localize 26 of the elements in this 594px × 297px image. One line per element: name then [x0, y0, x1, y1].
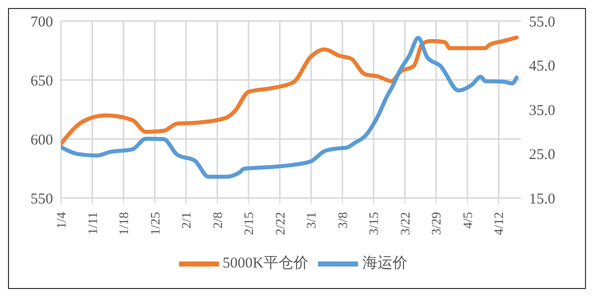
- legend-label: 海运价: [362, 255, 408, 272]
- x-tick-label: 3/1: [304, 212, 319, 229]
- x-tick-label: 3/15: [366, 212, 382, 236]
- x-tick-label: 3/8: [334, 212, 350, 229]
- x-tick-label: 4/5: [460, 212, 475, 229]
- y2-tick-label: 45.0: [529, 58, 556, 75]
- y2-tick-label: 25.0: [529, 147, 556, 164]
- x-tick-label: 1/25: [147, 212, 162, 236]
- x-tick-label: 3/22: [397, 212, 412, 236]
- y-tick-label: 550: [30, 191, 53, 208]
- y2-tick-label: 35.0: [529, 102, 556, 119]
- y-tick-label: 650: [30, 73, 53, 90]
- legend-label: 5000K平仓价: [222, 255, 308, 272]
- x-tick-label: 1/18: [116, 212, 132, 236]
- x-tick-label: 2/8: [210, 212, 225, 229]
- y-tick-label: 600: [30, 132, 53, 148]
- x-tick-label: 2/15: [241, 212, 256, 236]
- x-tick-label: 2/1: [178, 212, 194, 229]
- x-tick-label: 1/4: [54, 212, 68, 229]
- x-tick-label: 1/11: [84, 212, 100, 235]
- y-tick-label: 700: [30, 14, 53, 30]
- y2-tick-label: 55.0: [529, 14, 556, 30]
- x-tick-label: 2/22: [272, 212, 288, 236]
- x-tick-label: 3/29: [428, 212, 444, 236]
- x-tick-label: 4/12: [491, 212, 506, 236]
- y2-tick-label: 15.0: [529, 191, 556, 208]
